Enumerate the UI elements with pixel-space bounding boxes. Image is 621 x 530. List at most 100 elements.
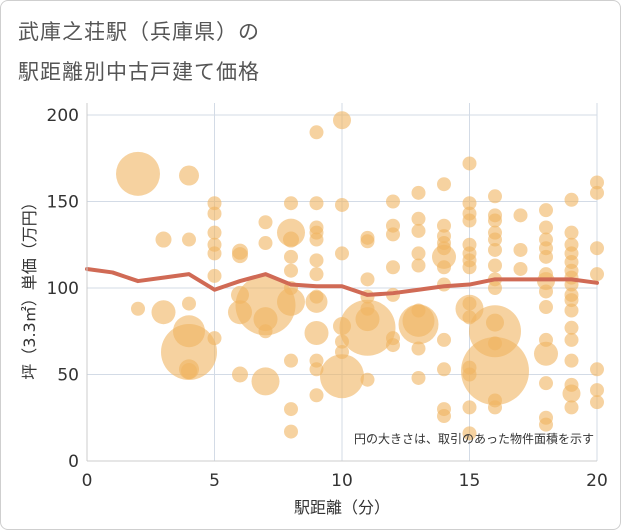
bubble-point-33 — [284, 263, 298, 278]
bubble-point-152 — [564, 293, 579, 308]
bubble-point-119 — [488, 281, 502, 295]
chart-subtitle: 駅距離別中古戸建て価格 — [18, 60, 260, 84]
x-axis-label: 駅距離（分） — [294, 498, 390, 517]
bubble-point-38 — [284, 424, 298, 439]
grid-lines — [86, 103, 598, 462]
bubble-point-53 — [335, 197, 349, 212]
bubble-point-154 — [564, 320, 579, 335]
bubble-point-156 — [564, 353, 579, 368]
bubble-point-15 — [207, 246, 222, 261]
bubble-point-127 — [513, 242, 528, 257]
bubble-point-97 — [462, 196, 477, 211]
bubble-point-69 — [386, 227, 400, 242]
bubble-point-25 — [235, 275, 296, 336]
bubble-point-155 — [564, 332, 579, 347]
bubble-point-89 — [432, 244, 456, 269]
bubble-point-117 — [488, 258, 502, 273]
bubble-point-111 — [488, 189, 502, 204]
bubble-point-84 — [437, 177, 451, 192]
bubble-layer — [116, 111, 604, 441]
bubble-point-81 — [398, 304, 439, 345]
size-note: 円の大きさは、取引のあった物件面積を示す — [354, 431, 594, 446]
x-tick-label-4: 20 — [586, 471, 608, 491]
bubble-point-133 — [539, 249, 553, 264]
bubble-point-82 — [411, 341, 426, 356]
bubble-point-123 — [461, 337, 529, 406]
bubble-point-78 — [411, 258, 426, 273]
bubble-point-8 — [161, 324, 217, 381]
y-tick-label-0: 0 — [68, 452, 79, 472]
bubble-point-27 — [258, 324, 273, 339]
bubble-point-136 — [539, 284, 553, 299]
bubble-point-92 — [437, 332, 451, 347]
bubble-point-39 — [309, 125, 324, 140]
x-tick-label-3: 15 — [459, 471, 481, 491]
bubble-point-95 — [437, 409, 451, 424]
bubble-point-32 — [284, 249, 298, 264]
bubble-point-73 — [386, 338, 400, 353]
bubble-point-139 — [534, 341, 558, 366]
x-tick-label-0: 0 — [82, 471, 93, 491]
bubble-point-67 — [386, 194, 400, 209]
bubble-point-17 — [207, 331, 222, 346]
bubble-point-28 — [251, 367, 280, 396]
bubble-point-51 — [309, 388, 324, 403]
bubble-point-99 — [462, 213, 477, 228]
bubble-point-137 — [539, 300, 553, 315]
bubble-point-44 — [309, 253, 324, 268]
bubble-point-40 — [309, 196, 324, 211]
bubble-point-31 — [283, 231, 299, 248]
bubble-point-61 — [360, 272, 375, 287]
bubble-point-164 — [590, 362, 604, 377]
bubble-point-128 — [513, 261, 528, 276]
y-tick-label-1: 50 — [57, 366, 79, 386]
bubble-point-125 — [488, 400, 502, 415]
bubble-point-142 — [539, 417, 553, 432]
bubble-point-35 — [277, 287, 305, 316]
bubble-point-144 — [564, 225, 579, 240]
bubble-point-70 — [386, 260, 400, 275]
bubble-point-1 — [131, 301, 145, 316]
bubble-point-26 — [253, 307, 278, 332]
bubble-point-76 — [411, 223, 426, 238]
bubble-point-83 — [411, 370, 426, 385]
bubble-point-115 — [488, 232, 502, 247]
bubble-point-165 — [590, 383, 604, 398]
bubble-point-58 — [320, 354, 364, 399]
y-tick-label-4: 200 — [47, 106, 79, 126]
axes — [86, 103, 597, 462]
bubble-point-93 — [437, 362, 451, 377]
average-line-layer — [85, 266, 599, 297]
bubble-point-163 — [590, 267, 604, 282]
bubble-point-43 — [309, 232, 324, 247]
average-price-line — [85, 266, 599, 297]
bubble-point-0 — [116, 151, 160, 196]
bubble-point-90 — [437, 260, 451, 275]
bubble-point-116 — [488, 242, 502, 257]
bubble-point-153 — [564, 303, 579, 318]
bubble-point-23 — [258, 215, 273, 230]
bubble-point-158 — [562, 384, 581, 403]
bubble-point-166 — [590, 395, 604, 410]
bubble-point-126 — [513, 208, 528, 223]
bubble-point-129 — [539, 203, 553, 218]
bubble-point-45 — [309, 267, 324, 282]
bubble-point-13 — [207, 225, 222, 240]
x-tick-label-1: 5 — [209, 471, 220, 491]
bubble-point-4 — [179, 165, 199, 186]
bubble-point-140 — [539, 376, 553, 391]
bubble-point-130 — [539, 220, 553, 235]
chart-title: 武庫之荘駅（兵庫県）の — [18, 20, 260, 44]
bubble-point-96 — [462, 156, 477, 171]
bubble-point-54 — [335, 246, 349, 261]
bubble-point-77 — [411, 246, 426, 261]
bubble-point-50 — [309, 362, 324, 377]
bubble-point-29 — [284, 196, 298, 211]
bubble-point-113 — [488, 213, 502, 228]
x-tick-label-2: 10 — [331, 471, 353, 491]
bubble-point-2 — [155, 231, 172, 248]
bubble-point-19 — [232, 247, 248, 264]
bubble-point-16 — [207, 268, 222, 283]
